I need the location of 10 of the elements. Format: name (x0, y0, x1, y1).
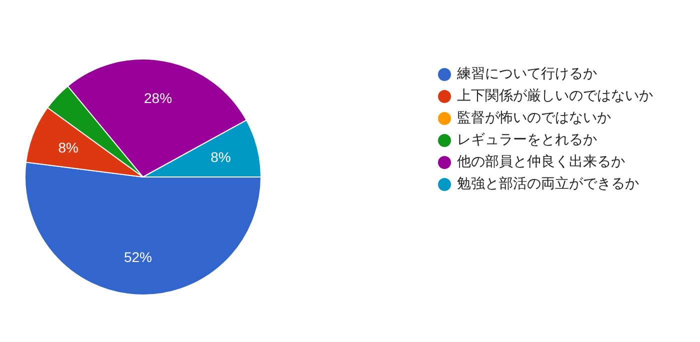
data-label: 52% (124, 249, 152, 266)
legend-label: 勉強と部活の両立ができるか (457, 175, 639, 193)
data-label: 8% (58, 139, 79, 156)
data-label: 8% (210, 149, 231, 166)
legend-label: レギュラーをとれるか (457, 131, 597, 149)
legend-label: 他の部員と仲良く出来るか (457, 153, 625, 171)
legend-label: 上下関係が厳しいのではないか (457, 87, 653, 105)
data-label: 28% (144, 90, 172, 106)
legend-label: 監督が怖いのではないか (457, 109, 611, 127)
legend-label: 練習について行けるか (457, 65, 597, 83)
